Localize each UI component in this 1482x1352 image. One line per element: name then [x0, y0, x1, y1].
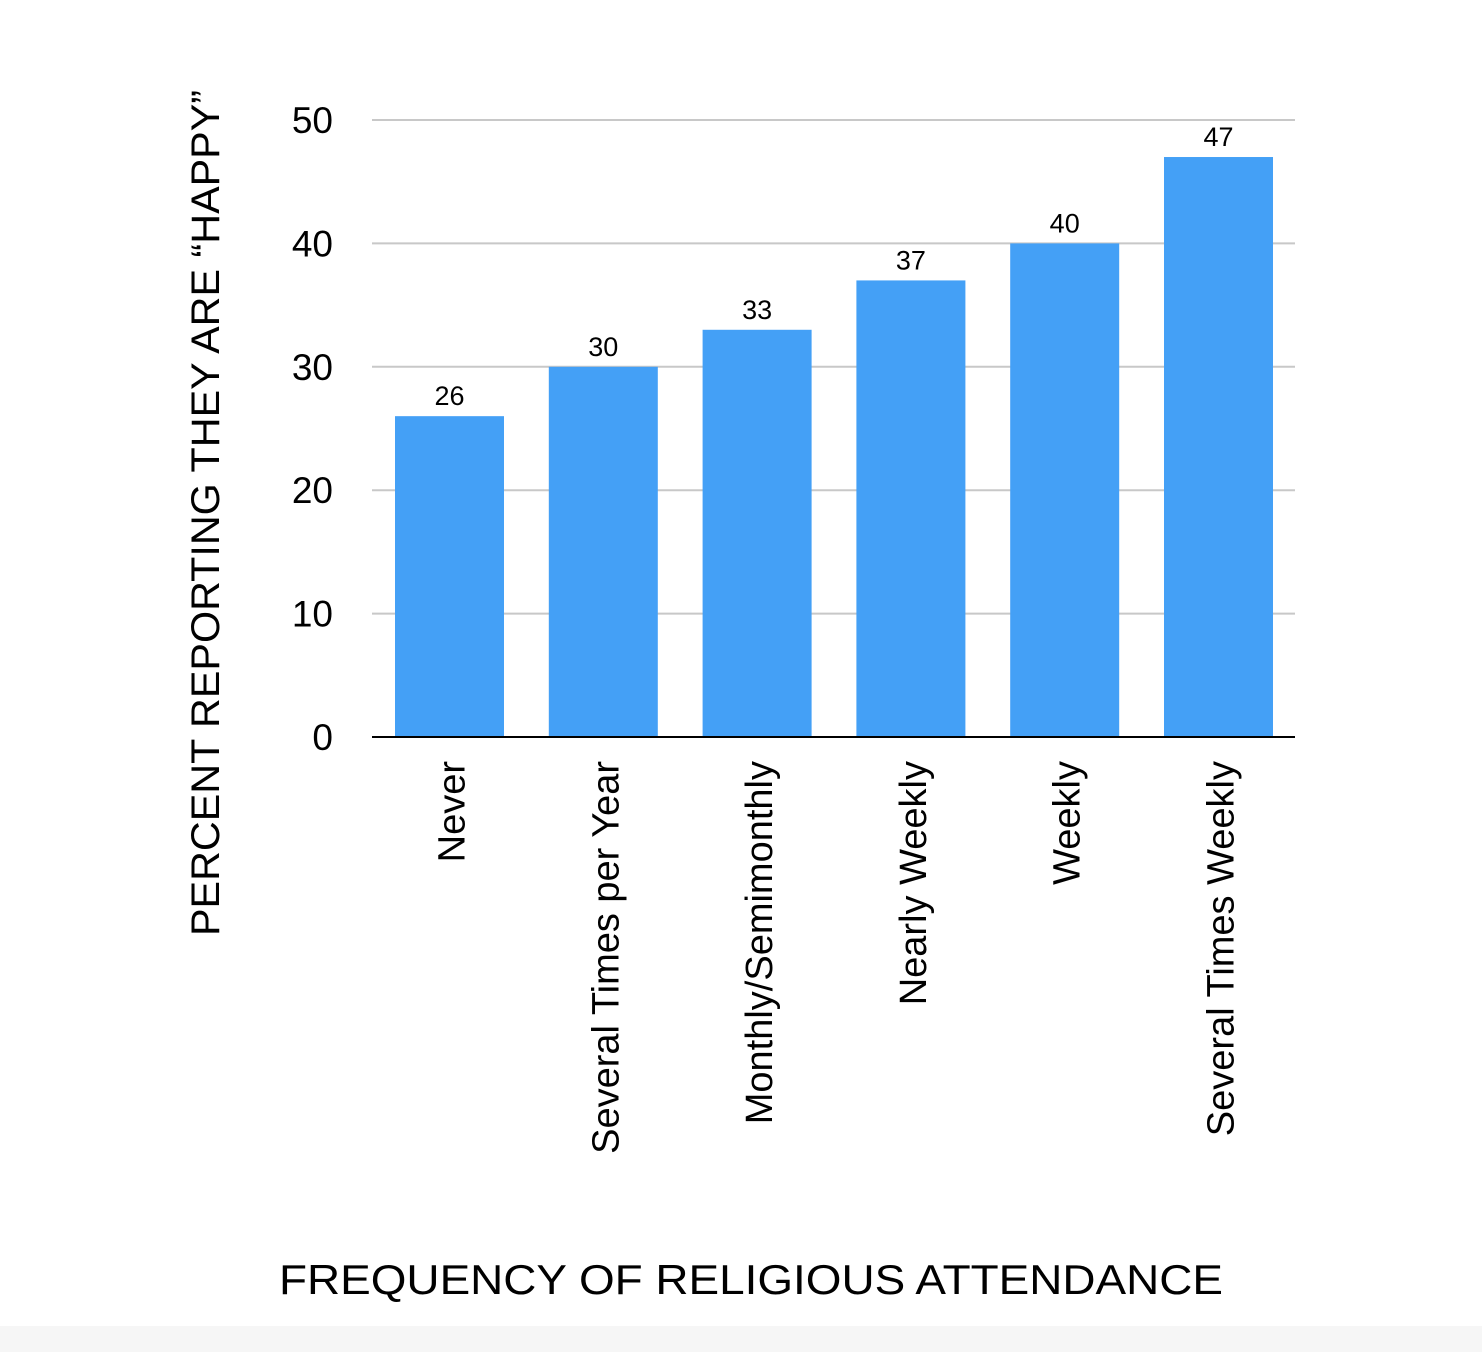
data-label: 33 — [742, 295, 772, 325]
y-tick-label: 10 — [292, 594, 333, 635]
data-label: 30 — [588, 332, 618, 362]
bottom-strip — [0, 1326, 1482, 1352]
bar — [702, 329, 812, 737]
data-label: 40 — [1050, 208, 1080, 238]
bar — [1164, 157, 1273, 737]
x-axis-title: FREQUENCY OF RELIGIOUS ATTENDANCE — [279, 1256, 1223, 1303]
data-label: 26 — [434, 381, 464, 411]
bar — [1010, 243, 1120, 737]
y-axis-title: PERCENT REPORTING THEY ARE “HAPPY” — [184, 90, 228, 936]
x-tick-label: Several Times Weekly — [1201, 761, 1243, 1136]
y-tick-label: 50 — [292, 100, 333, 141]
x-tick-label: Several Times per Year — [585, 761, 627, 1154]
x-tick-label: Nearly Weekly — [893, 761, 935, 1005]
bar — [395, 416, 504, 737]
y-tick-label: 20 — [292, 470, 333, 511]
data-label: 37 — [896, 245, 926, 275]
data-label: 47 — [1203, 122, 1233, 152]
bar — [856, 280, 966, 737]
x-tick-label: Weekly — [1047, 761, 1089, 885]
data-labels: 26 30 33 37 40 47 — [434, 122, 1233, 411]
gridlines — [372, 119, 1295, 615]
x-tick-label: Monthly/Semimonthly — [739, 761, 781, 1124]
x-tick-label: Never — [432, 761, 474, 863]
y-tick-labels: 0 10 20 30 40 50 — [292, 100, 333, 758]
bar — [548, 366, 658, 737]
x-tick-labels: Never Several Times per Year Monthly/Semim… — [432, 761, 1243, 1154]
bars — [395, 157, 1273, 737]
y-tick-label: 0 — [312, 717, 333, 758]
y-tick-label: 30 — [292, 347, 333, 388]
y-tick-label: 40 — [292, 223, 333, 264]
